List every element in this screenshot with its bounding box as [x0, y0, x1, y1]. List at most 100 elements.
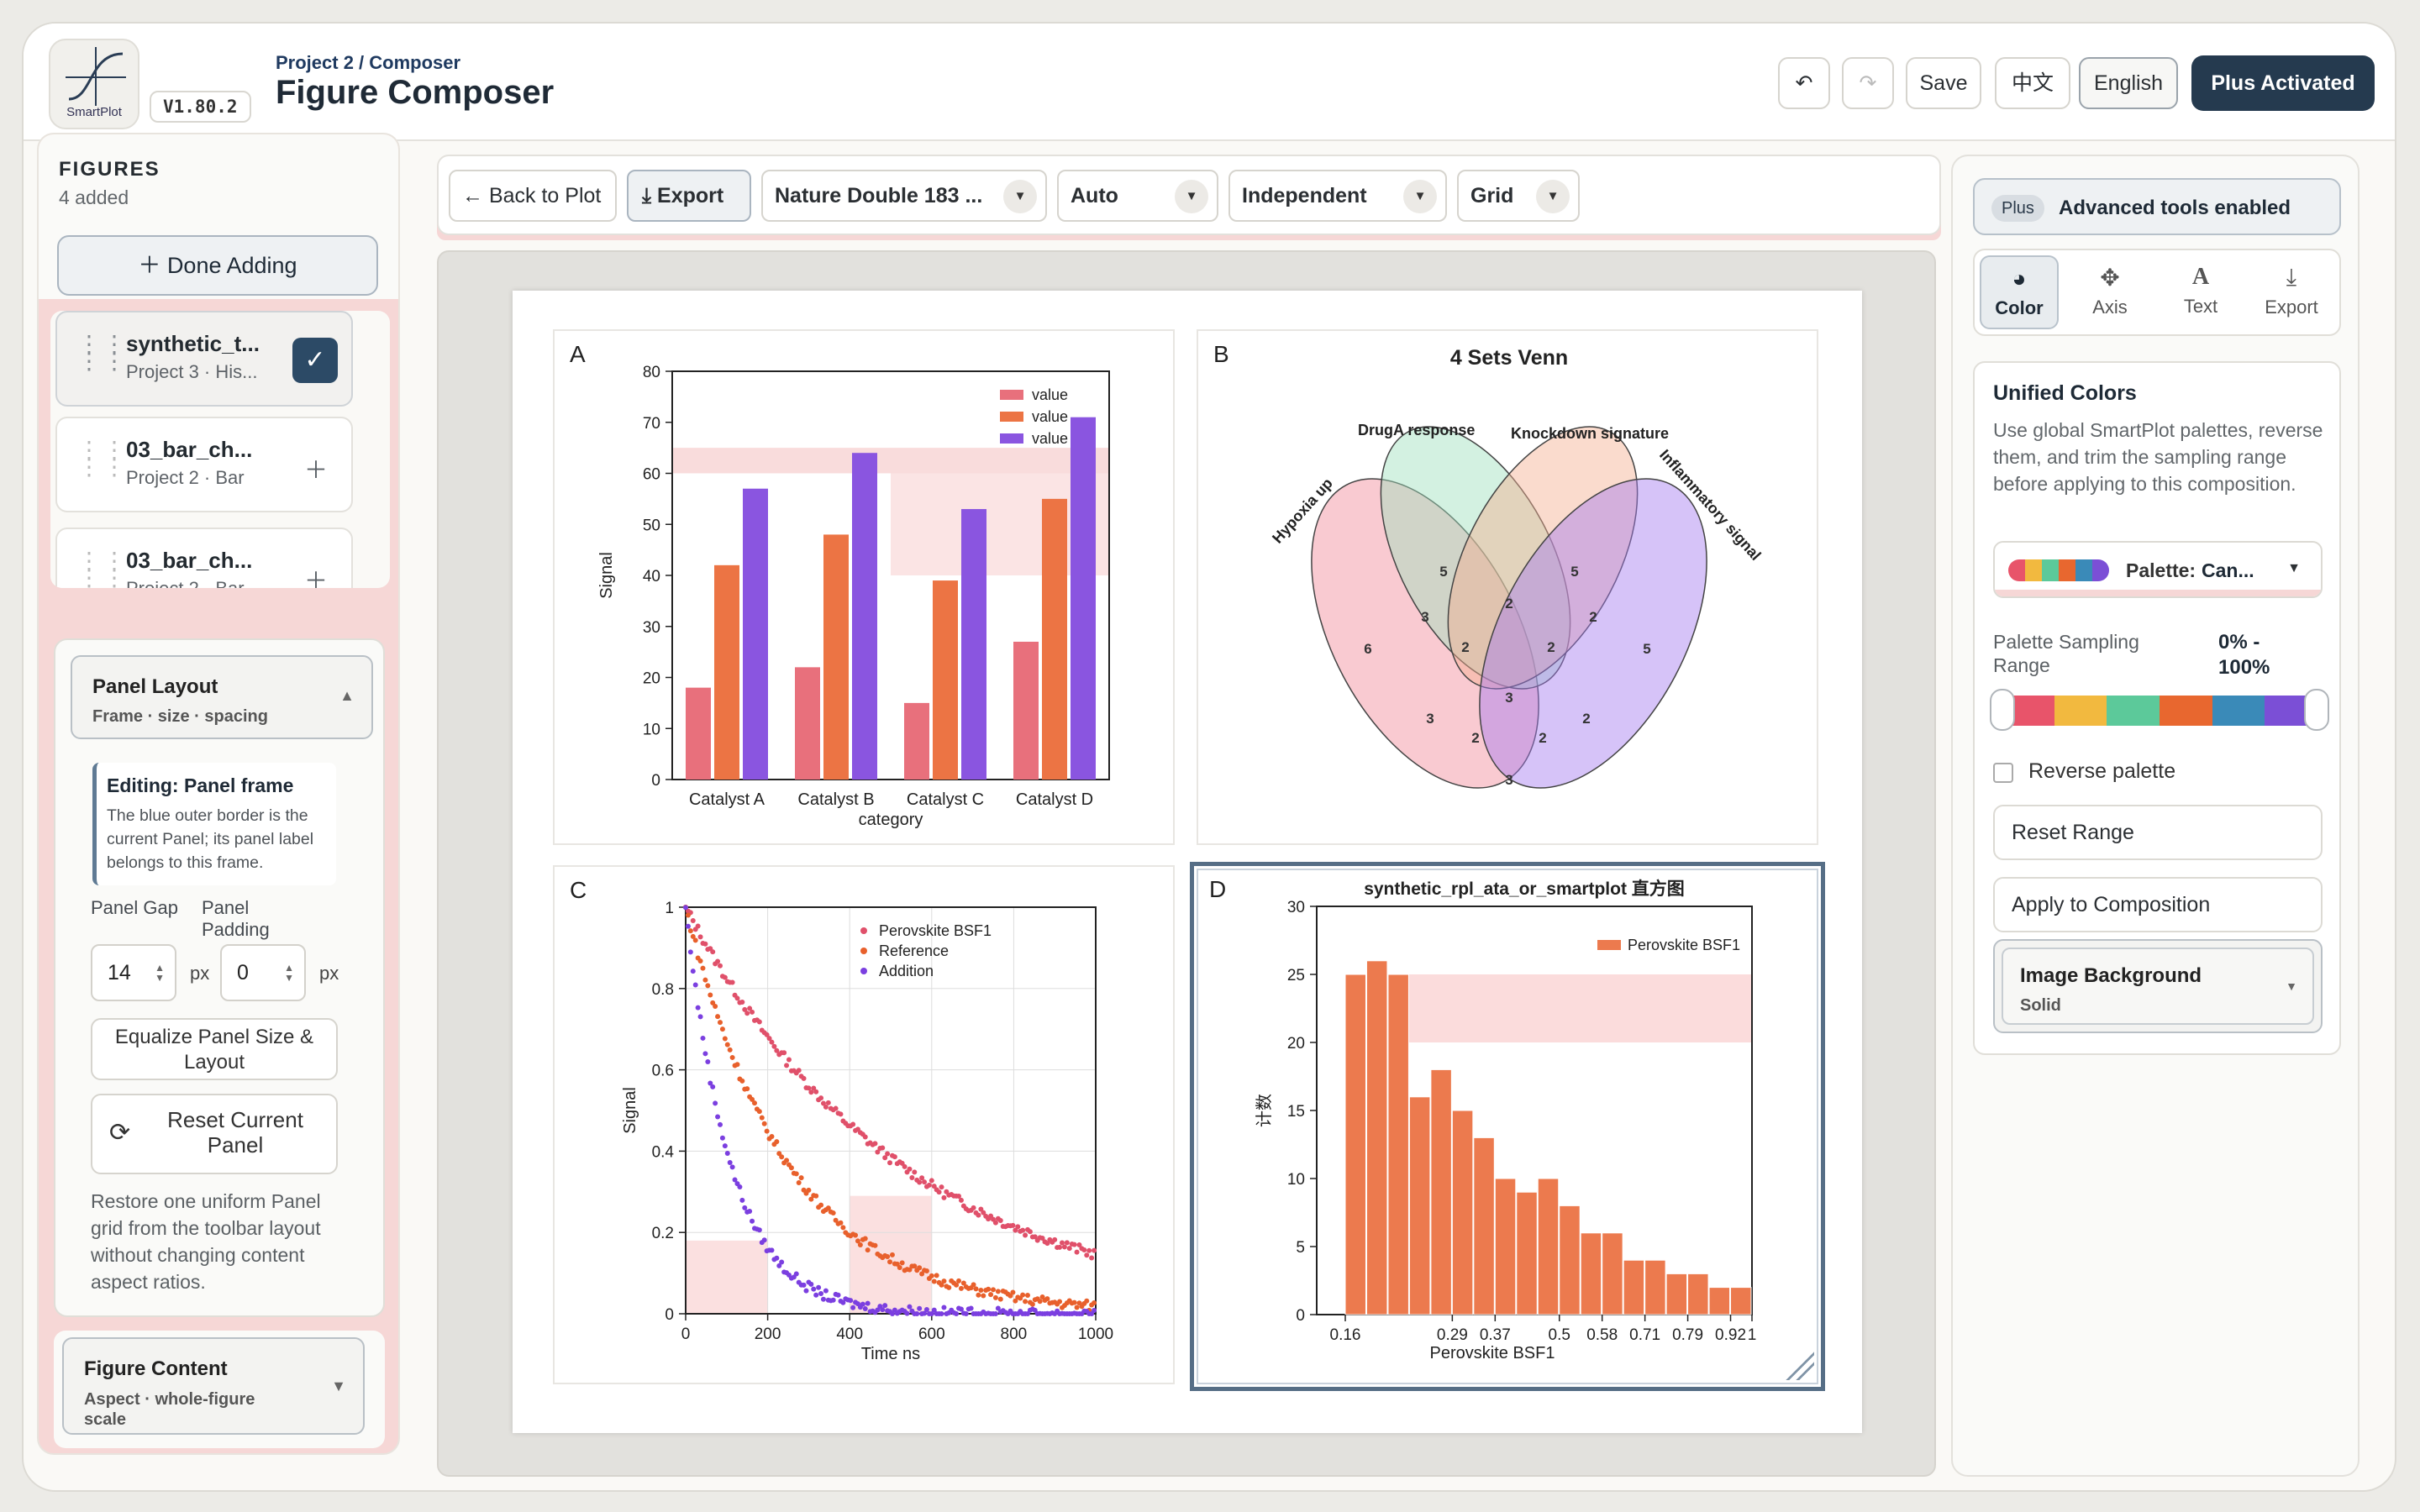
- data-point: [764, 1032, 770, 1037]
- add-figure-icon[interactable]: ＋: [303, 568, 328, 588]
- data-point: [1089, 1255, 1095, 1261]
- chevron-down-icon: ▼: [1536, 180, 1570, 213]
- data-point: [750, 1009, 755, 1015]
- range-end-handle[interactable]: [2304, 689, 2329, 731]
- tab-color[interactable]: ◕ Color: [1980, 255, 2059, 329]
- palette-select[interactable]: Palette: Can... ▼: [1993, 541, 2323, 598]
- panel-layout-accordion[interactable]: Panel Layout Frame · size · spacing ▲: [71, 655, 373, 739]
- image-background-accordion[interactable]: Image Background Solid ▼: [1993, 939, 2323, 1033]
- histogram-bar: [1365, 960, 1388, 1315]
- page-title: Figure Composer: [276, 74, 555, 111]
- venn-count: 3: [1421, 609, 1428, 625]
- app-logo: SmartPlot: [49, 39, 139, 129]
- data-point: [997, 1218, 1003, 1224]
- data-point: [882, 1303, 888, 1309]
- resize-handle-icon[interactable]: [1786, 1352, 1814, 1380]
- data-point: [958, 1285, 964, 1291]
- drag-handle-icon[interactable]: ⋮⋮ ⋮⋮: [77, 548, 128, 589]
- figures-sidebar: FIGURES 4 added ＋ Done Adding ⋮⋮ ⋮⋮ synth…: [37, 133, 400, 1455]
- data-point: [825, 1100, 831, 1105]
- panel-d-current[interactable]: D synthetic_rpl_ata_or_smartplot 直方图 0 5 10…: [1190, 862, 1825, 1391]
- save-button[interactable]: Save: [1906, 57, 1981, 109]
- reset-panel-button[interactable]: ⟳ Reset Current Panel: [91, 1094, 338, 1174]
- data-point: [813, 1193, 819, 1199]
- data-point: [692, 982, 698, 988]
- data-point: [946, 1284, 952, 1290]
- reset-range-button[interactable]: Reset Range: [1993, 805, 2323, 860]
- layout-value: Grid: [1470, 184, 1514, 207]
- bar: [904, 702, 929, 780]
- data-point: [690, 969, 696, 974]
- curve-logo-icon: [66, 47, 126, 106]
- tab-export[interactable]: ⤓ Export: [2252, 255, 2331, 329]
- lang-en-button[interactable]: English: [2079, 57, 2178, 109]
- data-point: [702, 977, 708, 983]
- figure-project: Project 2 · Bar: [126, 578, 245, 588]
- range-start-handle[interactable]: [1990, 689, 2015, 731]
- panel-c[interactable]: C 0 0.2 0.4 0.6 0.8 1 0 200 400 600 800 1000 Perovsk…: [553, 865, 1175, 1384]
- data-point: [971, 1282, 976, 1288]
- export-button[interactable]: ⤓ Export: [627, 170, 751, 222]
- data-point: [820, 1296, 826, 1302]
- data-point: [853, 1232, 859, 1238]
- bar: [743, 488, 768, 780]
- panel-a[interactable]: A 0 10 20 30 40 50 60 70 80 Catalyst A Catalyst B C…: [553, 329, 1175, 845]
- tab-text[interactable]: A Text: [2161, 255, 2240, 329]
- figure-content-accordion[interactable]: Figure Content Aspect · whole-figure sca…: [62, 1337, 365, 1435]
- data-point: [734, 995, 740, 1001]
- drag-handle-icon[interactable]: ⋮⋮ ⋮⋮: [77, 437, 128, 480]
- spinner-icon[interactable]: ▲ ▼: [284, 962, 294, 984]
- spinner-icon[interactable]: ▲ ▼: [155, 962, 165, 984]
- done-adding-button[interactable]: ＋ Done Adding: [57, 235, 378, 296]
- arrow-left-icon: ←: [462, 184, 483, 207]
- panel-padding-input[interactable]: 0 ▲ ▼: [220, 944, 306, 1001]
- chart-title: 4 Sets Venn: [1450, 346, 1568, 370]
- mode-select[interactable]: Auto ▼: [1057, 170, 1218, 222]
- axis-select[interactable]: Independent ▼: [1228, 170, 1447, 222]
- layout-select[interactable]: Grid ▼: [1457, 170, 1580, 222]
- panel-b[interactable]: B 4 Sets Venn 6 5 5 5 3 2 2 2 2 3 3 2 2 2 3 Hypoxia up Dr…: [1197, 329, 1818, 845]
- bar: [686, 687, 711, 780]
- lang-zh-button[interactable]: 中文: [1995, 57, 2070, 109]
- figure-item[interactable]: ⋮⋮⋮⋮ 03_bar_ch... Project 2 · Bar ＋: [55, 528, 353, 588]
- data-point: [902, 1163, 908, 1169]
- data-point: [722, 974, 728, 980]
- data-point: [917, 1265, 923, 1271]
- size-select[interactable]: Nature Double 183 ... ▼: [761, 170, 1047, 222]
- equalize-button[interactable]: Equalize Panel Size & Layout: [91, 1018, 338, 1080]
- venn-set: [1447, 426, 1639, 690]
- add-figure-icon[interactable]: ＋: [303, 457, 328, 483]
- tab-axis[interactable]: ✥ Axis: [2070, 255, 2149, 329]
- undo-button[interactable]: ↶: [1778, 57, 1830, 109]
- plus-activated-button[interactable]: Plus Activated: [2191, 55, 2375, 111]
- apply-composition-button[interactable]: Apply to Composition: [1993, 877, 2323, 932]
- data-point: [820, 1100, 826, 1106]
- data-point: [992, 1311, 998, 1316]
- reverse-palette-checkbox[interactable]: [1993, 763, 2013, 783]
- venn-count: 3: [1426, 711, 1434, 727]
- y-tick-label: 25: [1287, 967, 1305, 984]
- back-to-plot-button[interactable]: ← Back to Plot: [449, 170, 617, 222]
- drag-handle-icon[interactable]: ⋮⋮ ⋮⋮: [77, 331, 128, 374]
- figure-item[interactable]: ⋮⋮⋮⋮ 03_bar_ch... Project 2 · Bar ＋: [55, 417, 353, 512]
- data-point: [729, 979, 735, 985]
- data-point: [739, 1078, 745, 1084]
- chevron-down-icon: ▼: [1003, 180, 1037, 213]
- properties-panel: Plus Advanced tools enabled ◕ Color ✥ Axis…: [1951, 155, 2360, 1477]
- panel-gap-input[interactable]: 14 ▲ ▼: [91, 944, 176, 1001]
- figure-list[interactable]: ⋮⋮ ⋮⋮ synthetic_t... Project 3 · His... ✓…: [50, 311, 390, 588]
- range-track[interactable]: [2002, 696, 2317, 726]
- check-icon[interactable]: ✓: [292, 338, 338, 383]
- venn-count: 2: [1539, 730, 1546, 746]
- redo-button[interactable]: ↷: [1842, 57, 1894, 109]
- data-point: [865, 1247, 871, 1253]
- data-point: [811, 1286, 817, 1292]
- image-background-select[interactable]: Image Background Solid ▼: [2002, 948, 2314, 1025]
- legend-label: value: [1032, 408, 1068, 425]
- breadcrumb[interactable]: Project 2 / Composer: [276, 52, 461, 73]
- y-tick-label: 5: [1296, 1239, 1305, 1257]
- chevron-up-icon: ▲: [339, 687, 355, 704]
- figure-item[interactable]: ⋮⋮ ⋮⋮ synthetic_t... Project 3 · His... ✓: [55, 311, 353, 407]
- data-point: [956, 1278, 962, 1284]
- data-point: [695, 1005, 701, 1011]
